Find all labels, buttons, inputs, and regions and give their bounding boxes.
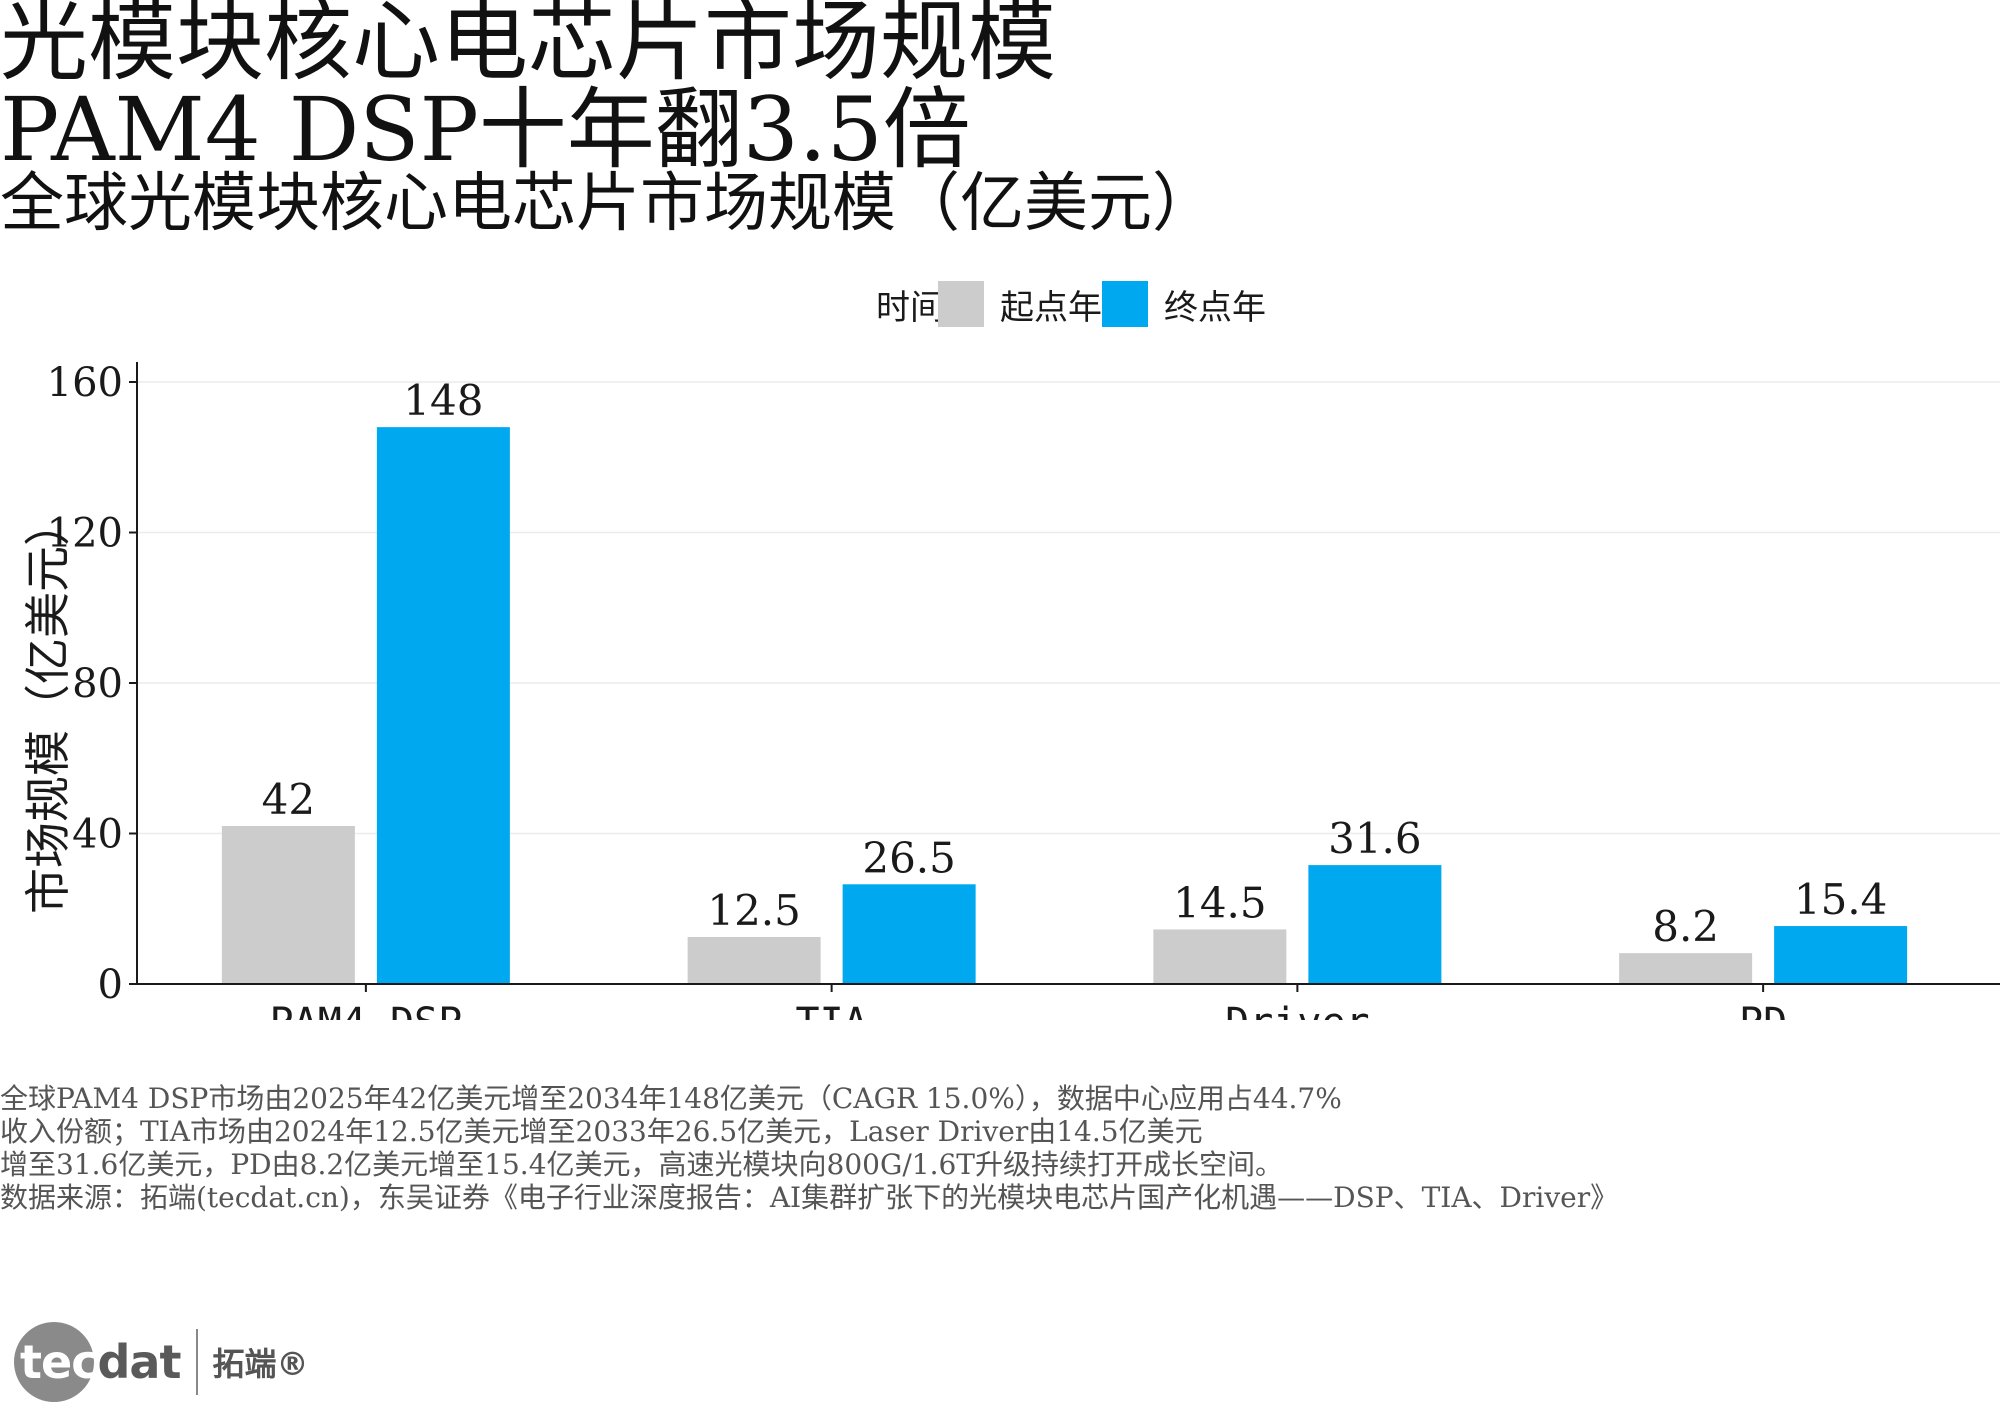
x-tick-label: TIA bbox=[796, 1000, 868, 1020]
bar-start-year bbox=[1153, 929, 1287, 984]
bar-end-year bbox=[376, 427, 510, 984]
y-tick-label: 40 bbox=[72, 812, 123, 858]
chart-title-line-2: PAM4 DSP十年翻3.5倍 bbox=[0, 78, 971, 181]
legend-swatch-start-year bbox=[938, 281, 984, 327]
y-axis-title: 市场规模（亿美元） bbox=[21, 500, 75, 914]
chart-notes: 全球PAM4 DSP市场由2025年42亿美元增至2034年148亿美元（CAG… bbox=[0, 1082, 1990, 1214]
legend-item-start-year: 起点年 bbox=[938, 280, 1108, 329]
bars bbox=[221, 427, 1908, 984]
data-label: 148 bbox=[403, 376, 483, 425]
note-line-3: 增至31.6亿美元，PD由8.2亿美元增至15.4亿美元，高速光模块向800G/… bbox=[0, 1148, 1283, 1181]
x-tick-label: Driver bbox=[1225, 1000, 1370, 1020]
bar-chart: 0 40 80 120 160 市场规模（亿美元） 42 148 PAM4 DSP 12.5 26.… bbox=[21, 360, 2000, 1020]
bar-start-year bbox=[221, 825, 355, 984]
source-line: 数据来源：拓端(tecdat.cn)，东吴证券《电子行业深度报告：AI集群扩张下… bbox=[0, 1181, 1619, 1214]
chart-legend: 时间 起点年 终点年 bbox=[876, 278, 1272, 330]
data-label: 14.5 bbox=[1173, 878, 1267, 927]
logo-circle bbox=[14, 1322, 94, 1402]
legend-item-end-year: 终点年 bbox=[1102, 280, 1272, 329]
y-tick-label: 120 bbox=[47, 511, 123, 557]
legend-label-end-year: 终点年 bbox=[1164, 287, 1266, 328]
logo-divider bbox=[196, 1329, 199, 1395]
y-tick-label: 80 bbox=[72, 661, 123, 707]
data-label: 26.5 bbox=[862, 833, 956, 882]
logo-word-tail: dat bbox=[97, 1335, 181, 1389]
logo-word-main: tec bbox=[20, 1335, 98, 1389]
chart-title-line-1: 光模块核心电芯片市场规模 bbox=[0, 0, 1057, 93]
data-label: 42 bbox=[262, 775, 315, 824]
note-line-1: 全球PAM4 DSP市场由2025年42亿美元增至2034年148亿美元（CAG… bbox=[0, 1082, 1342, 1115]
data-label: 15.4 bbox=[1794, 875, 1888, 924]
logo-chinese-name: 拓端® bbox=[212, 1345, 309, 1383]
data-label: 31.6 bbox=[1328, 814, 1422, 863]
y-tick-label: 0 bbox=[98, 962, 123, 1008]
x-tick-label: PAM4 DSP bbox=[270, 1000, 463, 1020]
bar-start-year bbox=[687, 936, 821, 984]
tecdat-logo: tecdat 拓端® bbox=[14, 1322, 308, 1402]
axes bbox=[129, 362, 2000, 992]
x-tick-label: PD bbox=[1739, 1000, 1787, 1020]
note-line-2: 收入份额；TIA市场由2024年12.5亿美元增至2033年26.5亿美元，La… bbox=[0, 1115, 1203, 1148]
legend-title: 时间 bbox=[876, 287, 944, 328]
data-label: 12.5 bbox=[707, 886, 801, 935]
bar-end-year bbox=[1308, 865, 1442, 984]
legend-label-start-year: 起点年 bbox=[1000, 287, 1102, 328]
data-label: 8.2 bbox=[1652, 902, 1719, 951]
y-tick-label: 160 bbox=[47, 360, 123, 406]
logo-wordmark: tecdat bbox=[20, 1335, 181, 1389]
labels: 0 40 80 120 160 市场规模（亿美元） 42 148 PAM4 DSP 12.5 26.… bbox=[21, 360, 1887, 1020]
legend-swatch-end-year bbox=[1102, 281, 1148, 327]
chart-subtitle: 全球光模块核心电芯片市场规模（亿美元） bbox=[0, 167, 1216, 241]
bar-end-year bbox=[1774, 926, 1908, 984]
bar-start-year bbox=[1619, 953, 1753, 984]
bar-end-year bbox=[842, 884, 976, 984]
